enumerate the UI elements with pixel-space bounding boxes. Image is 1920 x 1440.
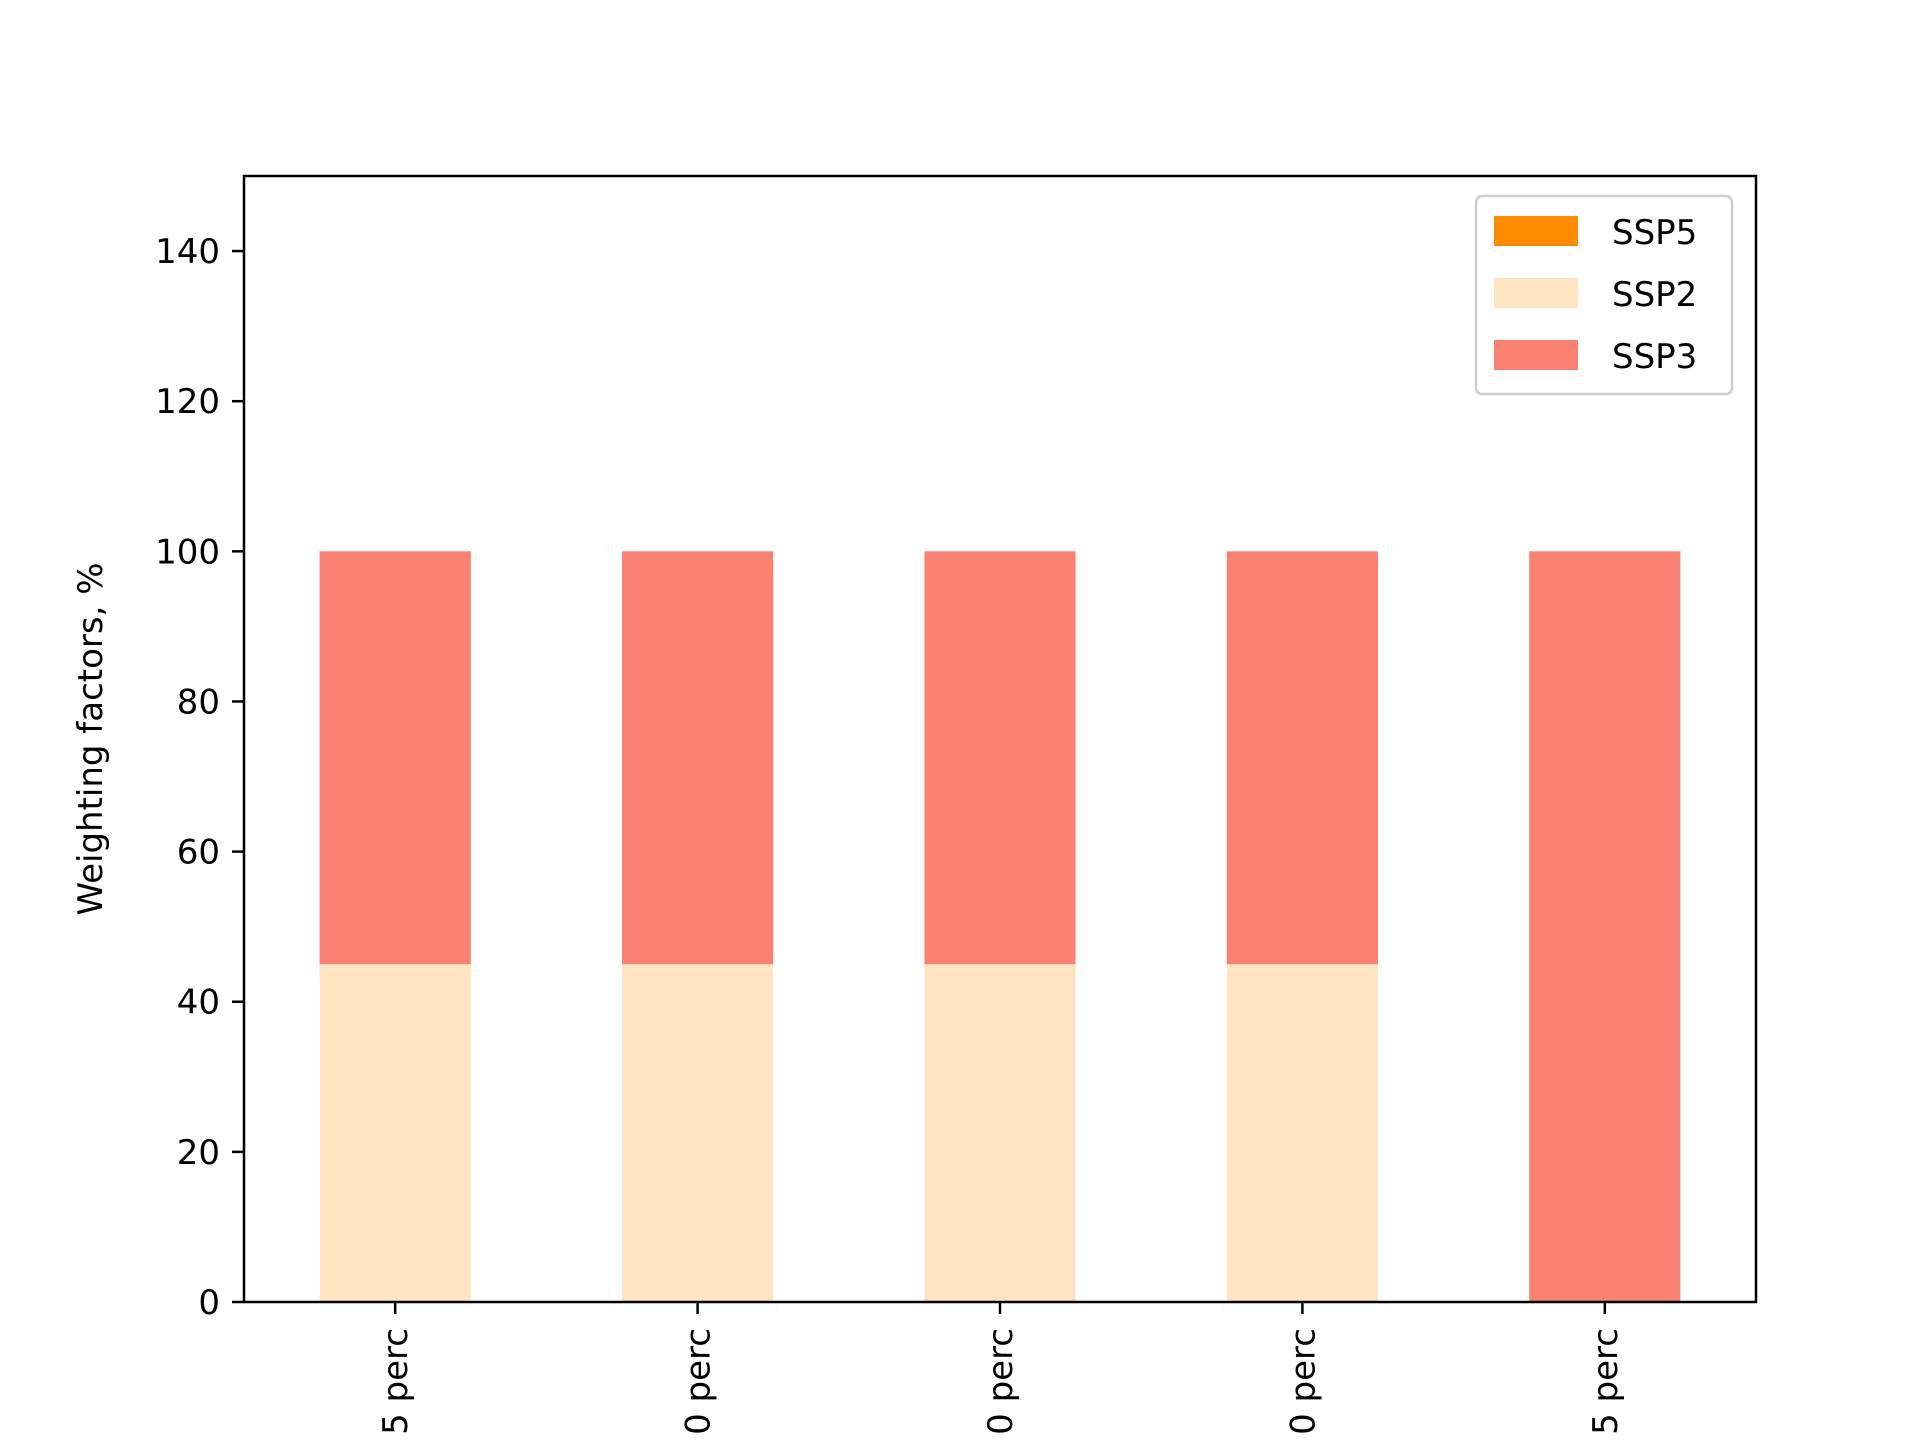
y-tick-label: 120 [155, 382, 220, 422]
legend-swatch-ssp5 [1494, 216, 1578, 246]
y-tick-label: 80 [177, 682, 220, 722]
bar-ssp3-3 [1226, 551, 1378, 965]
legend-swatch-ssp3 [1494, 340, 1578, 370]
x-tick-label: 5 perc [376, 1328, 416, 1435]
bar-ssp2-2 [924, 964, 1076, 1302]
x-axis: 5 perc 0 perc 0 perc 0 perc 5 perc [376, 1302, 1626, 1435]
bar-ssp3-1 [622, 551, 774, 965]
y-tick-label: 100 [155, 532, 220, 572]
x-tick-label: 0 perc [981, 1328, 1021, 1435]
legend-swatch-ssp2 [1494, 278, 1578, 308]
y-tick-label: 20 [177, 1133, 220, 1173]
bar-ssp2-3 [1226, 964, 1378, 1302]
y-tick-label: 0 [198, 1283, 220, 1323]
y-tick-label: 60 [177, 833, 220, 873]
y-tick-label: 40 [177, 983, 220, 1023]
legend-label-ssp5: SSP5 [1612, 213, 1697, 253]
bar-ssp2-0 [319, 964, 471, 1302]
bar-ssp3-0 [319, 551, 471, 965]
bar-ssp3-2 [924, 551, 1076, 965]
bar-ssp2-1 [622, 964, 774, 1302]
legend-label-ssp2: SSP2 [1612, 275, 1697, 315]
x-tick-label: 0 perc [1283, 1328, 1323, 1435]
legend-label-ssp3: SSP3 [1612, 337, 1697, 377]
x-tick-label: 0 perc [679, 1328, 719, 1435]
x-tick-label: 5 perc [1586, 1328, 1626, 1435]
y-axis-label: Weighting factors, % [71, 562, 111, 915]
bars-group [319, 551, 1681, 1302]
y-tick-label: 140 [155, 232, 220, 272]
legend: SSP5 SSP2 SSP3 [1474, 194, 1734, 396]
bar-ssp3-4 [1529, 551, 1681, 1302]
y-axis: 0 20 40 60 80 100 120 140 [155, 232, 244, 1323]
